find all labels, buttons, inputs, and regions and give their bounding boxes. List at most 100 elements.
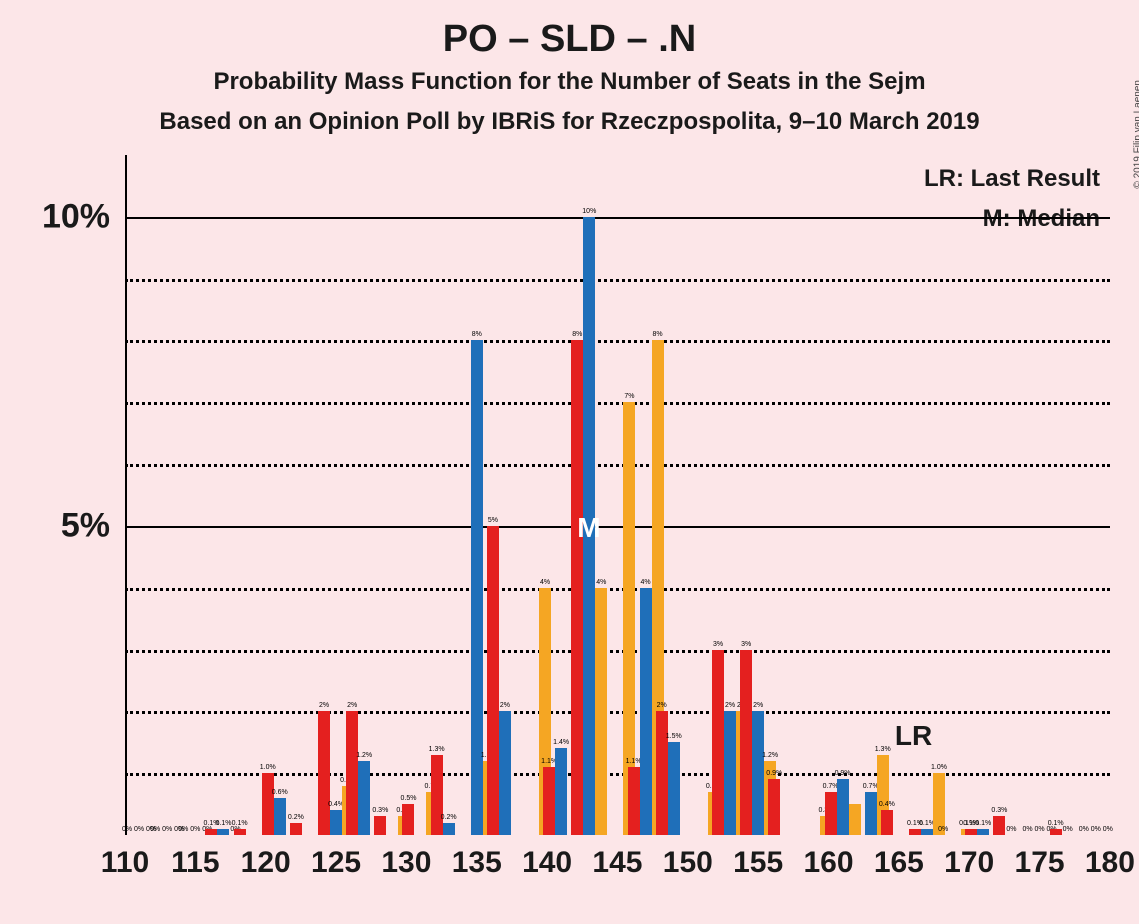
bar-value-label: 8% <box>472 331 482 338</box>
bar-value-label: 4% <box>540 579 550 586</box>
bar-value-label: 0.9% <box>835 770 851 777</box>
bar-value-label: 0.9% <box>766 770 782 777</box>
bar-value-label: 0.6% <box>272 789 288 796</box>
bar-value-label: 0.3% <box>991 807 1007 814</box>
bar <box>921 829 933 835</box>
bar <box>330 810 342 835</box>
x-tick-label: 130 <box>381 846 431 880</box>
x-tick-label: 140 <box>522 846 572 880</box>
bar-value-label: 0.1% <box>1048 820 1064 827</box>
chart-title: PO – SLD – .N <box>0 18 1139 61</box>
bar <box>909 829 921 835</box>
bar <box>993 816 1005 835</box>
x-tick-label: 180 <box>1085 846 1135 880</box>
gridline-minor <box>125 588 1110 591</box>
bar-value-label: 4% <box>641 579 651 586</box>
bar-value-label: 0.3% <box>372 807 388 814</box>
bar-value-label: 1.0% <box>931 764 947 771</box>
bar-value-label: 0.2% <box>288 814 304 821</box>
bar <box>656 711 668 835</box>
bar-value-label: 0% <box>1063 826 1073 833</box>
bar <box>205 829 217 835</box>
bar <box>234 829 246 835</box>
bar <box>543 767 555 835</box>
bar-value-label: 2% <box>347 702 357 709</box>
bar <box>374 816 386 835</box>
bar <box>290 823 302 835</box>
bar-value-label: 0% <box>1006 826 1016 833</box>
bar <box>217 829 229 835</box>
bar-value-label: 0% <box>122 826 132 833</box>
bar-value-label: 1.3% <box>429 746 445 753</box>
bar-value-label: 0.4% <box>879 801 895 808</box>
bar <box>724 711 736 835</box>
bar <box>571 340 583 835</box>
x-tick-label: 150 <box>663 846 713 880</box>
bar-value-label: 0% <box>134 826 144 833</box>
bar-value-label: 0% <box>1079 826 1089 833</box>
y-tick-label: 5% <box>61 506 110 545</box>
bar-value-label: 0% <box>1034 826 1044 833</box>
x-tick-label: 175 <box>1015 846 1065 880</box>
bar <box>402 804 414 835</box>
x-tick-label: 145 <box>592 846 642 880</box>
bar-value-label: 0.2% <box>441 814 457 821</box>
x-tick-label: 170 <box>944 846 994 880</box>
x-tick-label: 110 <box>101 846 149 880</box>
bar-value-label: 1.2% <box>356 752 372 759</box>
bar-value-label: 0% <box>150 826 160 833</box>
bar-value-label: 1.3% <box>875 746 891 753</box>
chart-container: PO – SLD – .N Probability Mass Function … <box>0 0 1139 924</box>
x-tick-label: 135 <box>452 846 502 880</box>
bar <box>965 829 977 835</box>
bar-value-label: 0% <box>1091 826 1101 833</box>
bar-value-label: 0% <box>1103 826 1113 833</box>
x-tick-label: 155 <box>733 846 783 880</box>
bar <box>346 711 358 835</box>
bar-value-label: 10% <box>582 208 596 215</box>
bar-value-label: 2% <box>725 702 735 709</box>
bar-value-label: 2% <box>319 702 329 709</box>
bar-value-label: 0% <box>190 826 200 833</box>
bar <box>318 711 330 835</box>
bar <box>865 792 877 835</box>
gridline-major <box>125 526 1110 528</box>
bar-value-label: 2% <box>657 702 667 709</box>
x-tick-label: 120 <box>241 846 291 880</box>
bar-value-label: 1.5% <box>666 733 682 740</box>
chart-subtitle-2: Based on an Opinion Poll by IBRiS for Rz… <box>0 108 1139 136</box>
gridline-minor <box>125 464 1110 467</box>
legend-m: M: Median <box>983 205 1100 233</box>
bar-value-label: 0.1% <box>232 820 248 827</box>
x-tick-label: 115 <box>171 846 219 880</box>
credit-text: © 2019 Filip van Laenen <box>1133 80 1139 189</box>
bar-value-label: 0% <box>178 826 188 833</box>
bar-value-label: 8% <box>653 331 663 338</box>
bar-value-label: 1.0% <box>260 764 276 771</box>
bar <box>881 810 893 835</box>
bar <box>358 761 370 835</box>
bar-value-label: 2% <box>753 702 763 709</box>
gridline-major <box>125 217 1110 219</box>
bar <box>443 823 455 835</box>
gridline-minor <box>125 402 1110 405</box>
bar <box>768 779 780 835</box>
legend-lr: LR: Last Result <box>924 165 1100 193</box>
gridline-minor <box>125 650 1110 653</box>
bar-value-label: 7% <box>624 393 634 400</box>
bar <box>837 779 849 835</box>
bar-value-label: 2% <box>500 702 510 709</box>
bar <box>555 748 567 835</box>
bar-value-label: 0% <box>938 826 948 833</box>
bar-value-label: 1.4% <box>553 739 569 746</box>
annotation-median: M <box>577 512 600 544</box>
bar <box>825 792 837 835</box>
bar <box>262 773 274 835</box>
y-axis <box>125 155 127 835</box>
bar <box>471 340 483 835</box>
bar <box>740 650 752 835</box>
bar <box>595 588 607 835</box>
bar-value-label: 0.1% <box>216 820 232 827</box>
bar <box>640 588 652 835</box>
x-tick-label: 165 <box>874 846 924 880</box>
